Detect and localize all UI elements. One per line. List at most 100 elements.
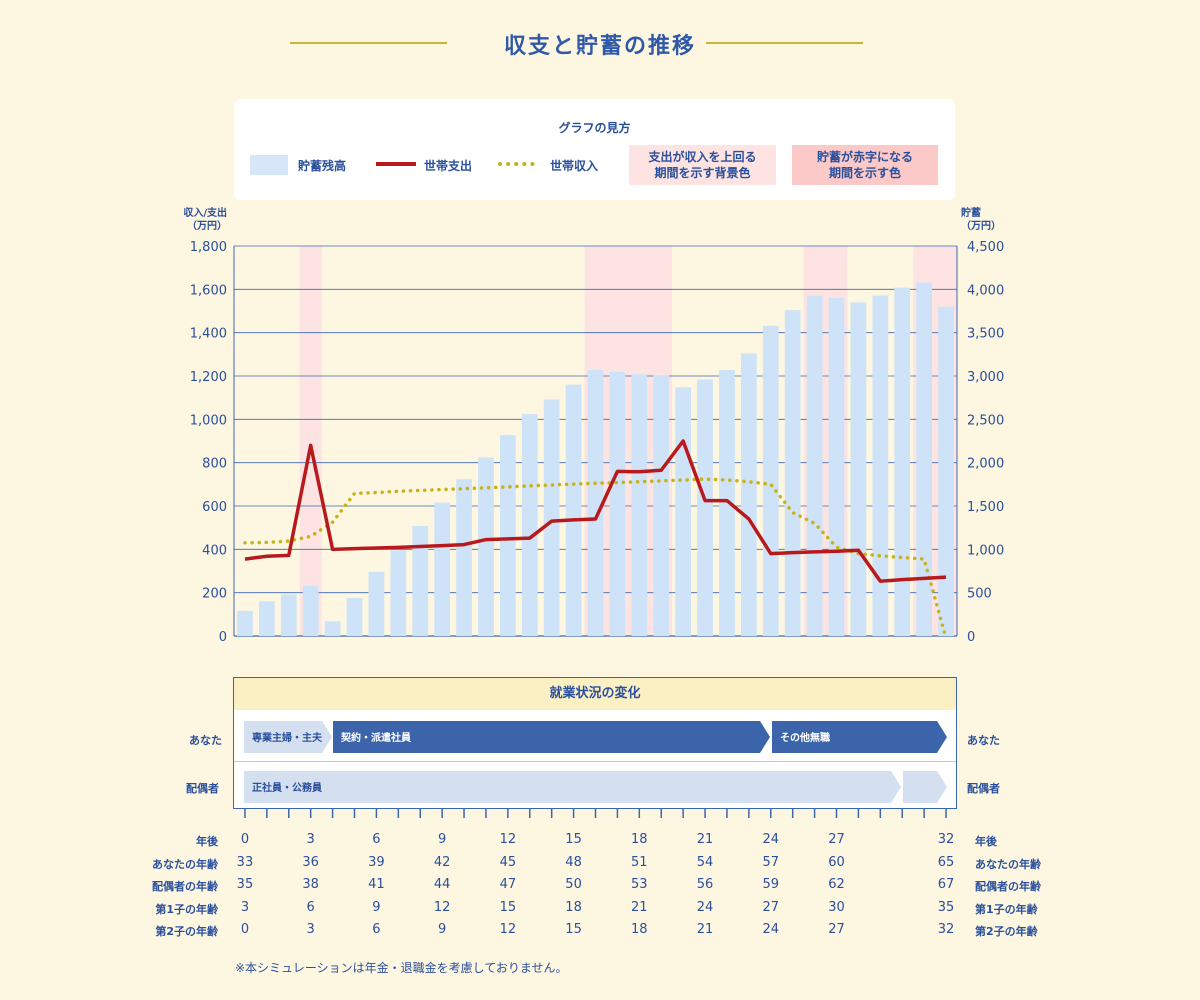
savings-bar [412, 525, 429, 636]
table-cell: 0 [240, 832, 250, 847]
table-cell: 21 [631, 899, 648, 915]
legend-bar-label: 貯蓄残高 [298, 159, 347, 173]
year-ticks [244, 808, 947, 818]
savings-bar [762, 325, 779, 636]
table-cell: 3 [240, 899, 250, 915]
savings-bar [543, 399, 560, 636]
legend-deficit-line1: 貯蓄が赤字になる [816, 150, 913, 164]
spouse-status-fulltime: 正社員・公務員 [244, 771, 901, 803]
right-tick-label: 0 [967, 630, 975, 645]
savings-bar [653, 375, 670, 636]
row-label-right: 年後 [975, 835, 997, 848]
legend-expense-swatch [376, 162, 416, 166]
overspend-band-0 [299, 246, 322, 636]
savings-bar [521, 414, 538, 636]
spouse-status-next [903, 771, 947, 803]
savings-bar [346, 597, 363, 636]
row-label-right: 第1子の年齢 [975, 902, 1038, 916]
table-cell: 3 [306, 832, 315, 847]
employment-title: 就業状況の変化 [234, 678, 956, 710]
table-cell: 45 [499, 854, 517, 870]
legend-title: グラフの見方 [558, 121, 631, 135]
table-cell: 27 [828, 922, 845, 937]
table-cell: 36 [302, 854, 319, 870]
savings-bar [719, 369, 735, 636]
table-cell: 9 [437, 832, 447, 847]
left-tick-label: 1,400 [190, 327, 227, 342]
table-cell: 38 [302, 877, 319, 892]
savings-bar [324, 621, 341, 636]
right-tick-label: 4,500 [967, 240, 1004, 255]
table-cell: 39 [368, 854, 385, 870]
table-cell: 54 [696, 854, 714, 870]
footnote: ※本シミュレーションは年金・退職金を考慮しておりません。 [235, 961, 568, 975]
table-cell: 9 [437, 922, 447, 937]
table-cell: 12 [433, 899, 451, 915]
table-cell: 12 [499, 922, 517, 937]
table-cell: 57 [762, 854, 780, 870]
savings-bar [938, 306, 954, 636]
spouse-label-right: 配偶者 [967, 782, 1000, 795]
legend-income-label: 世帯収入 [550, 159, 599, 173]
left-tick-label: 800 [202, 457, 227, 472]
table-cell: 41 [368, 877, 385, 892]
row-label-right: 第2子の年齢 [975, 925, 1038, 938]
table-cell: 67 [937, 877, 955, 892]
right-tick-label: 4,000 [967, 283, 1004, 298]
table-cell: 3 [306, 922, 315, 937]
employment-row-divider [234, 761, 956, 762]
table-cell: 42 [433, 854, 451, 870]
savings-bar [237, 610, 253, 636]
page-title: 収支と貯蓄の推移 [503, 34, 696, 59]
savings-bar [302, 585, 319, 636]
savings-bar [478, 457, 494, 636]
right-tick-label: 500 [967, 587, 992, 602]
left-tick-label: 1,000 [190, 413, 227, 428]
savings-bar [499, 434, 516, 636]
savings-bar [280, 594, 297, 636]
left-tick-label: 1,200 [190, 370, 227, 385]
table-cell: 27 [828, 832, 845, 847]
left-tick-label: 1,800 [190, 240, 227, 255]
table-cell: 18 [631, 922, 648, 937]
legend-income-swatch [498, 162, 542, 166]
right-axis-title-line1: 貯蓄 [961, 206, 981, 219]
row-label-left: 年後 [196, 835, 218, 848]
table-cell: 65 [937, 854, 955, 870]
savings-bar [916, 282, 933, 636]
savings-bar [828, 298, 845, 636]
table-cell: 35 [937, 899, 955, 915]
legend-deficit-bg: 貯蓄が赤字になる 期間を示す色 [792, 145, 938, 185]
left-tick-label: 1,600 [190, 283, 227, 298]
table-cell: 6 [306, 899, 315, 915]
table-cell: 56 [696, 877, 714, 892]
left-tick-label: 400 [202, 543, 227, 558]
you-status-housewife: 専業主婦・主夫 [244, 721, 332, 753]
left-tick-label: 0 [219, 630, 227, 645]
left-tick-label: 600 [202, 500, 227, 515]
savings-bar [740, 353, 757, 636]
legend-overspend-bg: 支出が収入を上回る 期間を示す背景色 [629, 145, 776, 185]
right-tick-label: 2,500 [967, 413, 1004, 428]
you-label-right: あなた [967, 734, 1000, 747]
table-cell: 6 [372, 922, 381, 937]
table-cell: 15 [499, 899, 517, 915]
table-cell: 24 [696, 899, 714, 915]
table-cell: 6 [372, 832, 381, 847]
table-cell: 30 [828, 899, 845, 915]
savings-bar [697, 379, 713, 636]
table-cell: 21 [696, 922, 714, 937]
row-label-left: 第1子の年齢 [155, 902, 218, 916]
savings-bar [894, 287, 911, 636]
savings-bar [806, 295, 823, 636]
savings-bar [456, 479, 472, 636]
title-divider-right [706, 42, 863, 44]
table-cell: 12 [499, 832, 517, 847]
legend-overspend-line1: 支出が収入を上回る [648, 150, 757, 164]
table-cell: 53 [631, 877, 648, 892]
you-status-unemployed: その他無職 [772, 721, 947, 753]
savings-bar [368, 571, 385, 636]
savings-bar [872, 295, 889, 636]
savings-bar [587, 369, 604, 636]
axis-layer: 収入/支出 （万円） 貯蓄 （万円） 0 0 200 500 400 1,000 600 1,… [183, 206, 1004, 645]
